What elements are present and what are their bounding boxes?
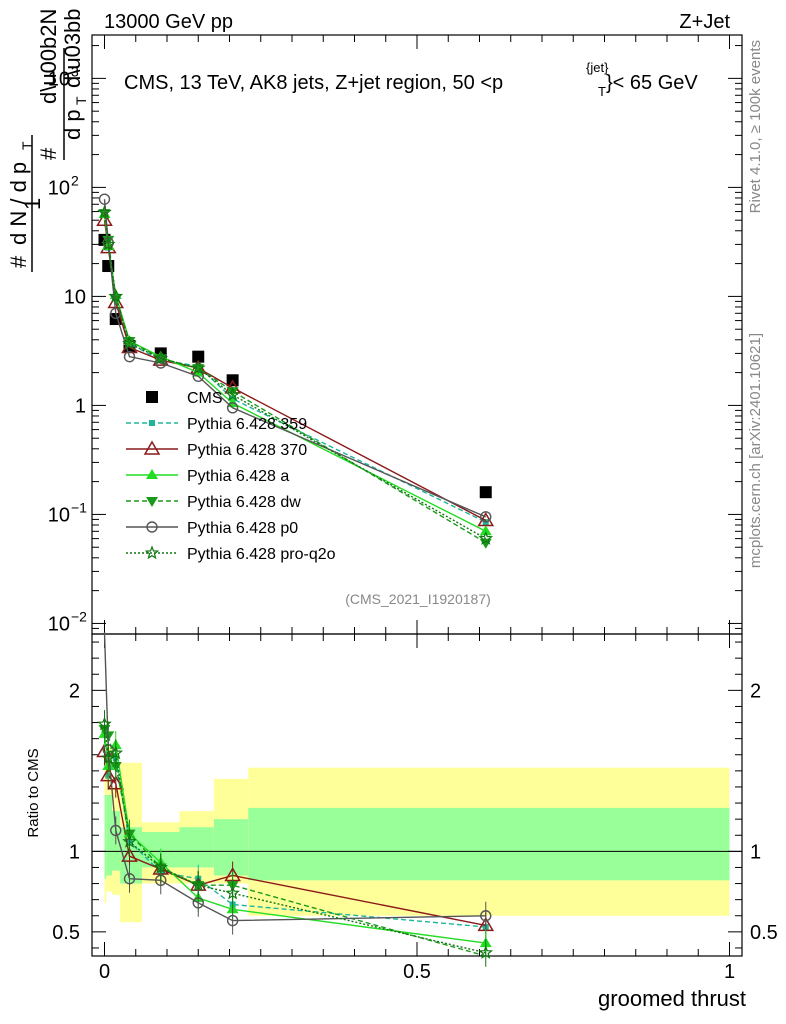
svg-text:d\u00b2N: d\u00b2N: [36, 9, 61, 104]
series-point-pp0: [480, 511, 492, 523]
series-point-pq2o: [190, 360, 206, 375]
main-y-tick-label: 10: [48, 504, 70, 526]
ratio-band-green: [106, 795, 112, 876]
svg-text:#: #: [6, 255, 31, 268]
ratio-point-pp0: [123, 873, 136, 885]
main-y-axis-label: # d N / d p T 1 # d p T d\u03bb d\u00b2N: [6, 8, 89, 272]
main-y-tick-label: 10: [64, 286, 86, 308]
ratio-point-pq2o: [153, 859, 169, 874]
cms-data-point: [479, 486, 492, 499]
x-axis-label: groomed thrust: [598, 986, 746, 1011]
ratio-band-green: [213, 819, 249, 876]
ratio-y-tick-label: 1: [69, 841, 80, 863]
ratio-y-axis-label: Ratio to CMS: [25, 748, 42, 837]
main-y-tick-label: 10: [48, 68, 70, 90]
header-left-label: 13000 GeV pp: [104, 11, 233, 33]
ratio-band-green: [179, 827, 214, 868]
series-line-pp0: [103, 199, 487, 518]
ratio-point-pp0: [480, 910, 492, 922]
ratio-band-green: [104, 795, 107, 879]
cms-data-point: [192, 350, 205, 363]
legend-marker-p359: [149, 420, 155, 426]
plot-title-main: CMS, 13 TeV, AK8 jets, Z+jet region, 50 …: [124, 72, 503, 94]
ratio-y-tick-label: 2: [69, 680, 80, 702]
series-point-pp0: [226, 402, 239, 414]
svg-text:T: T: [73, 96, 89, 105]
ratio-point-p370: [121, 847, 138, 862]
ratio-point-pq2o: [97, 716, 112, 731]
main-frame: [91, 34, 743, 635]
main-y-tick-label: 10: [48, 613, 70, 635]
svg-text:1: 1: [20, 198, 45, 210]
legend-label-pdw: Pythia 6.428 dw: [187, 494, 301, 511]
legend: CMS Pythia 6.428 359 Pythia 6.428 370 Pythi…: [126, 390, 336, 563]
series-point-pq2o: [478, 530, 494, 545]
plot-title-tail: }< 65 GeV: [606, 72, 698, 94]
analysis-id: (CMS_2021_I1920187): [345, 591, 491, 607]
ratio-plot-panel: 0 0.5 1 0.5 0.5 1 1 2 2: [52, 632, 778, 983]
ratio-x-tick-label: 1: [724, 961, 735, 983]
ratio-point-pq2o: [225, 885, 240, 900]
ratio-point-pq2o: [108, 745, 124, 760]
svg-text:d N / d p: d N / d p: [6, 162, 31, 245]
ratio-point-pq2o: [122, 834, 137, 848]
series-point-pp0: [110, 307, 122, 319]
legend-marker-cms: [146, 391, 158, 403]
main-y-tick-exponent: −2: [71, 608, 87, 624]
ratio-point-pp0: [110, 824, 122, 837]
legend-marker-pa: [146, 469, 158, 479]
plot-title-sub: T: [598, 84, 606, 99]
rivet-version-label: Rivet 4.1.0, ≥ 100k events: [747, 40, 764, 213]
series-point-pq2o: [153, 350, 169, 365]
legend-label-p359: Pythia 6.428 359: [187, 416, 307, 433]
ratio-point-pq2o: [190, 877, 206, 892]
svg-text:T: T: [19, 141, 35, 150]
ratio-point-p370: [99, 767, 117, 782]
series-point-p370: [96, 211, 113, 226]
legend-label-p370: Pythia 6.428 370: [187, 442, 307, 459]
legend-marker-pdw: [146, 497, 158, 507]
legend-label-pa: Pythia 6.428 a: [187, 468, 289, 485]
main-y-tick-label: 10: [48, 177, 70, 199]
plot-title: CMS, 13 TeV, AK8 jets, Z+jet region, 50 …: [124, 60, 698, 99]
series-point-pa: [479, 525, 492, 536]
ratio-y-tick-label-right: 0.5: [750, 922, 778, 944]
series-point-pq2o: [225, 387, 240, 402]
ratio-x-tick-label: 0: [99, 961, 110, 983]
legend-marker-pq2o: [144, 545, 160, 560]
ratio-band-green: [248, 807, 730, 881]
main-y-tick-exponent: −1: [71, 499, 87, 515]
ratio-point-pp0: [226, 914, 239, 927]
ratio-line-pp0: [103, 632, 486, 922]
ratio-y-tick-label: 0.5: [52, 922, 80, 944]
series-point-pp0: [98, 193, 111, 205]
legend-label-pp0: Pythia 6.428 p0: [187, 520, 298, 537]
series-point-pdw: [226, 387, 239, 398]
main-y-tick-label: 1: [75, 395, 86, 417]
legend-marker-p370: [143, 440, 161, 455]
header-right-label: Z+Jet: [679, 11, 730, 33]
series-point-pq2o: [100, 236, 116, 251]
series-line-pa: [103, 213, 487, 532]
series-point-pq2o: [97, 204, 112, 219]
main-y-tick-exponent: 2: [71, 172, 79, 188]
ratio-y-tick-label-right: 1: [750, 841, 761, 863]
legend-marker-pp0: [146, 521, 158, 533]
main-y-tick-exponent: 3: [71, 63, 79, 79]
legend-label-cms: CMS: [187, 390, 223, 407]
series-point-pp0: [123, 350, 136, 363]
series-point-pq2o: [122, 335, 137, 350]
series-point-pq2o: [108, 288, 124, 303]
series-line-pq2o: [103, 212, 487, 540]
mcplots-label: mcplots.cern.ch [arXiv:2401.10621]: [747, 333, 764, 568]
ratio-line-pdw: [103, 728, 486, 957]
legend-label-pq2o: Pythia 6.428 pro-q2o: [187, 546, 336, 563]
ratio-x-tick-label: 0.5: [403, 961, 431, 983]
ratio-y-tick-label-right: 2: [750, 680, 761, 702]
ratio-point-pq2o: [478, 945, 494, 959]
svg-text:#: #: [36, 147, 61, 160]
plot-title-sup: {jet}: [586, 60, 609, 75]
